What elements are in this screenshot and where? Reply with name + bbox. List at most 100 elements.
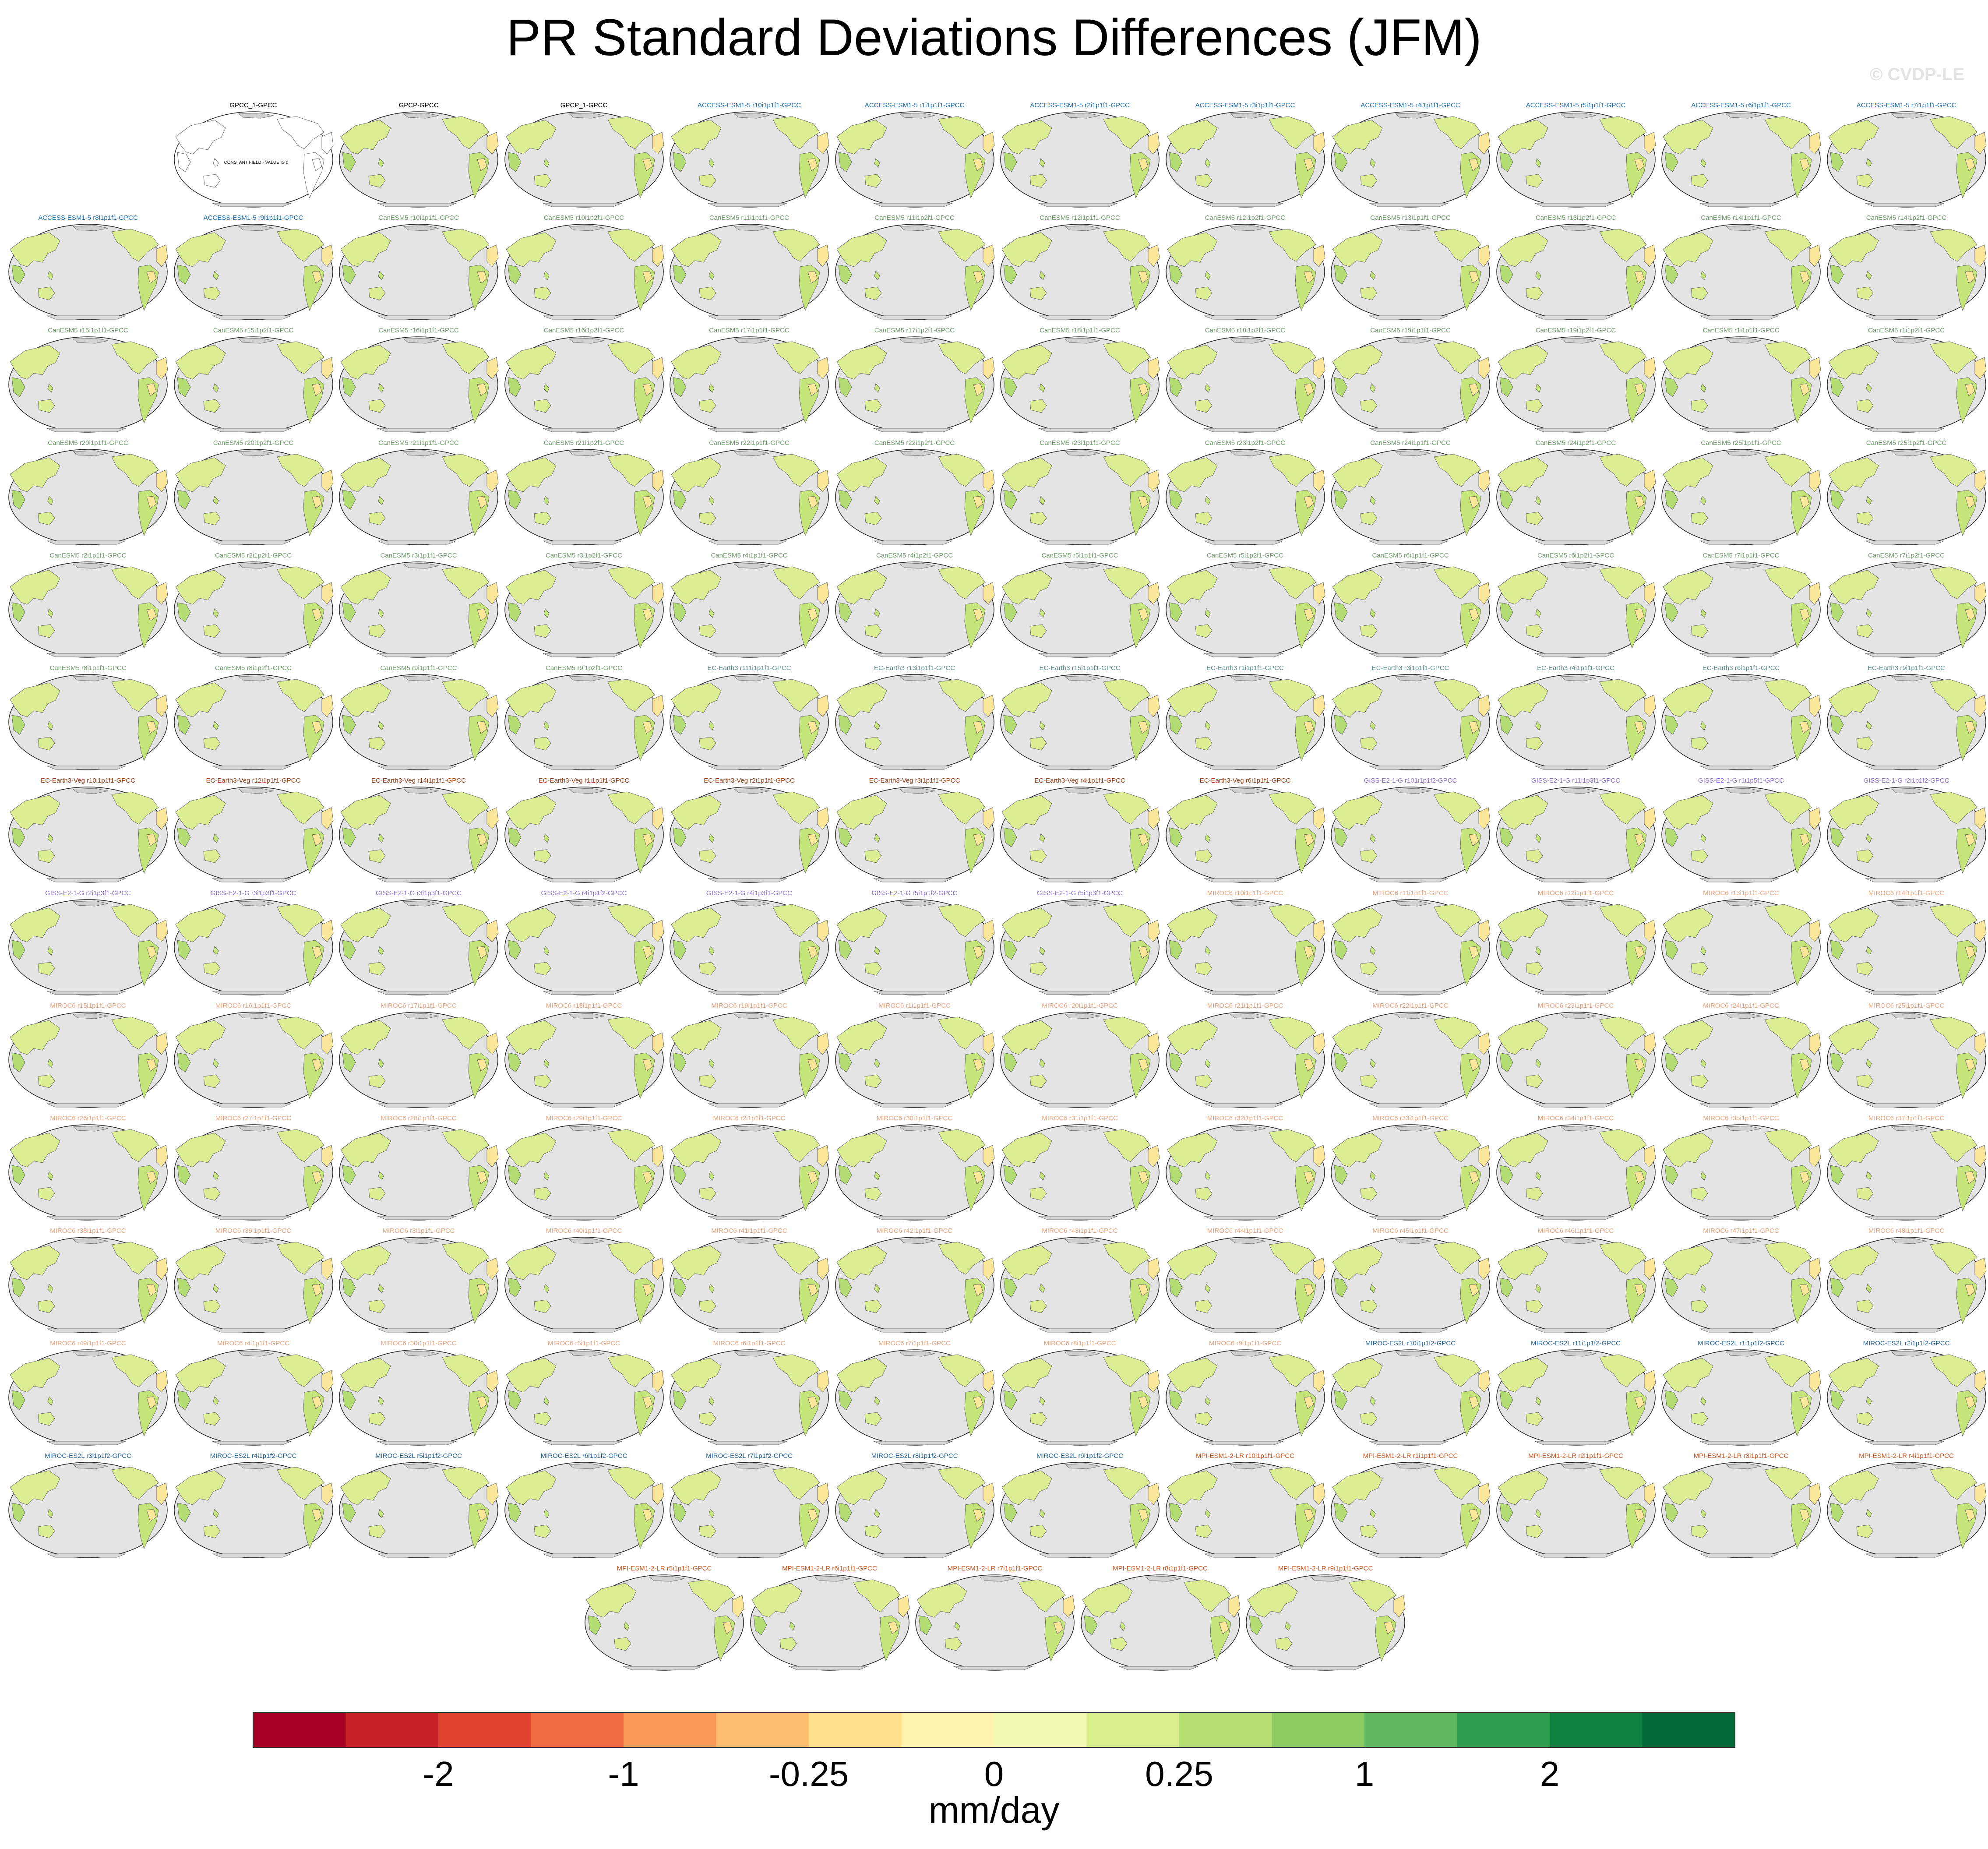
map-panel: CanESM5 r6i1p1f1-GPCC: [1330, 552, 1491, 659]
panel-label: MIROC6 r16i1p1f1-GPCC: [215, 1002, 292, 1009]
map-panel: MIROC6 r1i1p1f1-GPCC: [834, 1002, 995, 1109]
robinson-map: [173, 787, 333, 883]
panel-label: GPCP-GPCC: [398, 102, 439, 109]
map-panel: MIROC-ES2L r3i1p1f2-GPCC: [7, 1452, 169, 1560]
map-panel: MPI-ESM1-2-LR r7i1p1f1-GPCC: [914, 1565, 1075, 1672]
panel-label: EC-Earth3-Veg r10i1p1f1-GPCC: [41, 777, 135, 784]
panel-label: MPI-ESM1-2-LR r9i1p1f1-GPCC: [1278, 1565, 1373, 1572]
robinson-map: [1000, 224, 1160, 320]
colorbar-swatch: [438, 1712, 531, 1747]
map-panel: EC-Earth3-Veg r6i1p1f1-GPCC: [1165, 777, 1326, 884]
map-panel: MIROC-ES2L r11i1p1f2-GPCC: [1495, 1340, 1657, 1447]
robinson-map: [1331, 449, 1491, 545]
panel-label: MIROC6 r24i1p1f1-GPCC: [1703, 1002, 1779, 1009]
robinson-map: [1000, 1124, 1160, 1221]
colorbar-tick-label: -0.25: [768, 1754, 849, 1793]
colorbar-swatch: [1550, 1712, 1643, 1747]
robinson-map: [1496, 224, 1656, 320]
panel-label: MPI-ESM1-2-LR r2i1p1f1-GPCC: [1528, 1452, 1623, 1460]
map-panel: CanESM5 r12i1p2f1-GPCC: [1165, 214, 1326, 321]
panel-label: GISS-E2-1-G r5i1p1f2-GPCC: [871, 889, 958, 897]
map-panel: MIROC6 r19i1p1f1-GPCC: [669, 1002, 830, 1109]
robinson-map: [1165, 1124, 1325, 1221]
robinson-map: [1496, 1349, 1656, 1446]
robinson-map: [173, 224, 333, 320]
map-panel: CanESM5 r22i1p1f1-GPCC: [669, 439, 830, 547]
robinson-map: [504, 1124, 664, 1221]
robinson-map: [339, 1237, 499, 1333]
map-panel: CanESM5 r14i1p2f1-GPCC: [1826, 214, 1987, 321]
robinson-map: [1331, 1012, 1491, 1108]
map-panel: EC-Earth3-Veg r3i1p1f1-GPCC: [834, 777, 995, 884]
panel-label: MIROC6 r6i1p1f1-GPCC: [713, 1340, 786, 1347]
panel-label: CanESM5 r9i1p1f1-GPCC: [380, 664, 457, 672]
map-panel: GPCC_1-GPCC CONSTANT FIELD - VALUE IS 0: [173, 102, 334, 209]
map-panel: ACCESS-ESM1-5 r10i1p1f1-GPCC: [669, 102, 830, 209]
panel-label: GISS-E2-1-G r3i1p3f1-GPCC: [210, 889, 296, 897]
panel-label: CanESM5 r25i1p2f1-GPCC: [1866, 439, 1947, 447]
map-panel: EC-Earth3-Veg r12i1p1f1-GPCC: [173, 777, 334, 884]
map-panel: EC-Earth3 r6i1p1f1-GPCC: [1660, 664, 1822, 772]
map-panel: CanESM5 r16i1p2f1-GPCC: [504, 327, 665, 434]
panel-label: CanESM5 r4i1p1f1-GPCC: [711, 552, 788, 559]
map-panel: CanESM5 r8i1p2f1-GPCC: [173, 664, 334, 772]
map-panel: ACCESS-ESM1-5 r1i1p1f1-GPCC: [834, 102, 995, 209]
robinson-map: [670, 674, 829, 770]
map-panel: MIROC6 r42i1p1f1-GPCC: [834, 1227, 995, 1334]
panel-label: GISS-E2-1-G r2i1p3f1-GPCC: [45, 889, 131, 897]
map-panel: CanESM5 r20i1p2f1-GPCC: [173, 439, 334, 547]
robinson-map: [339, 561, 499, 658]
colorbar-tick-label: -1: [608, 1754, 639, 1793]
map-panel: MIROC6 r20i1p1f1-GPCC: [999, 1002, 1160, 1109]
robinson-map: [1826, 449, 1986, 545]
map-panel: EC-Earth3-Veg r2i1p1f1-GPCC: [669, 777, 830, 884]
map-panel: CanESM5 r24i1p2f1-GPCC: [1495, 439, 1657, 547]
map-panel: CanESM5 r23i1p1f1-GPCC: [999, 439, 1160, 547]
robinson-map: [173, 1349, 333, 1446]
panel-label: MIROC6 r50i1p1f1-GPCC: [381, 1340, 457, 1347]
panel-label: CanESM5 r5i1p2f1-GPCC: [1206, 552, 1284, 559]
map-panel: ACCESS-ESM1-5 r6i1p1f1-GPCC: [1660, 102, 1822, 209]
panel-label: MIROC6 r22i1p1f1-GPCC: [1372, 1002, 1449, 1009]
panel-label: CanESM5 r8i1p2f1-GPCC: [215, 664, 292, 672]
map-panel: CanESM5 r1i1p1f1-GPCC: [1660, 327, 1822, 434]
panel-label: MIROC6 r37i1p1f1-GPCC: [1868, 1115, 1945, 1122]
map-panel: CanESM5 r15i1p2f1-GPCC: [173, 327, 334, 434]
panel-label: MIROC6 r30i1p1f1-GPCC: [876, 1115, 953, 1122]
robinson-map: [8, 1349, 168, 1446]
robinson-map: [835, 899, 994, 995]
panel-label: MIROC6 r48i1p1f1-GPCC: [1868, 1227, 1945, 1235]
panel-label: CanESM5 r18i1p1f1-GPCC: [1040, 327, 1120, 334]
robinson-map: CONSTANT FIELD - VALUE IS 0: [173, 111, 333, 208]
robinson-map: [1826, 1349, 1986, 1446]
robinson-map: [504, 561, 664, 658]
panel-label: MIROC6 r44i1p1f1-GPCC: [1207, 1227, 1283, 1235]
panel-label: MIROC-ES2L r7i1p1f2-GPCC: [706, 1452, 793, 1460]
panel-label: CanESM5 r10i1p2f1-GPCC: [543, 214, 624, 222]
robinson-map: [504, 1237, 664, 1333]
panel-label: CanESM5 r6i1p2f1-GPCC: [1537, 552, 1614, 559]
panel-label: MPI-ESM1-2-LR r7i1p1f1-GPCC: [947, 1565, 1043, 1572]
map-panel: MIROC6 r39i1p1f1-GPCC: [173, 1227, 334, 1334]
robinson-map: [1331, 1237, 1491, 1333]
panel-label: EC-Earth3 r6i1p1f1-GPCC: [1702, 664, 1780, 672]
panel-label: CanESM5 r17i1p1f1-GPCC: [709, 327, 790, 334]
map-panel: MIROC6 r7i1p1f1-GPCC: [834, 1340, 995, 1447]
map-panel: MIROC6 r40i1p1f1-GPCC: [504, 1227, 665, 1334]
panel-label: MIROC6 r42i1p1f1-GPCC: [876, 1227, 953, 1235]
panel-label: MIROC-ES2L r6i1p1f2-GPCC: [540, 1452, 627, 1460]
robinson-map: [835, 336, 994, 433]
panel-label: MIROC6 r29i1p1f1-GPCC: [546, 1115, 622, 1122]
robinson-map: [1496, 674, 1656, 770]
panel-label: CanESM5 r21i1p1f1-GPCC: [378, 439, 459, 447]
map-panel: CanESM5 r3i1p1f1-GPCC: [338, 552, 499, 659]
map-panel: CanESM5 r3i1p2f1-GPCC: [504, 552, 665, 659]
robinson-map: [670, 561, 829, 658]
robinson-map: [670, 336, 829, 433]
panel-label: EC-Earth3 r1i1p1f1-GPCC: [1206, 664, 1284, 672]
robinson-map: [1661, 674, 1821, 770]
map-panel: MIROC6 r33i1p1f1-GPCC: [1330, 1115, 1491, 1222]
panel-label: GISS-E2-1-G r2i1p1f2-GPCC: [1863, 777, 1949, 784]
map-panel: CanESM5 r23i1p2f1-GPCC: [1165, 439, 1326, 547]
robinson-map: [1496, 787, 1656, 883]
